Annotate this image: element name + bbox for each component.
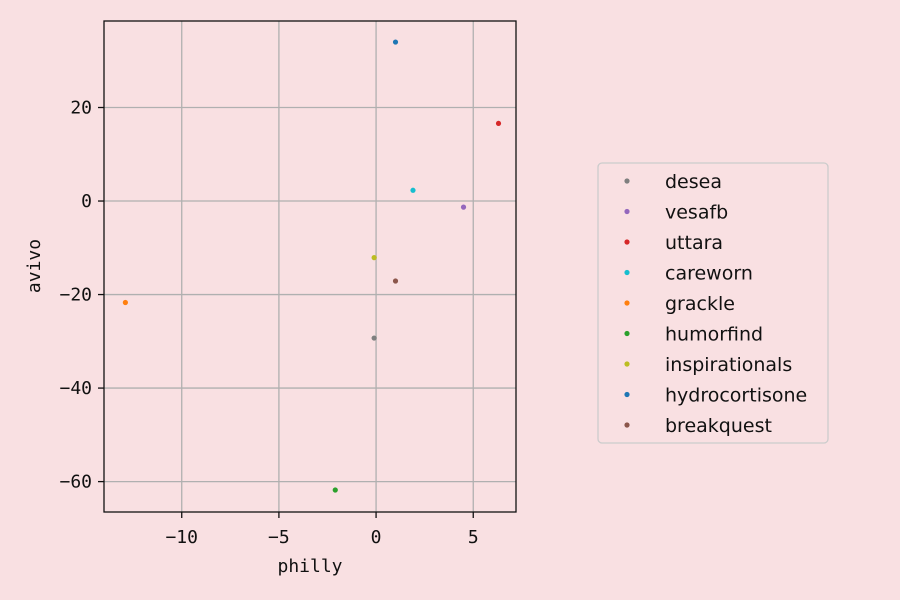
data-point-grackle [122, 299, 128, 306]
data-point-humorfind [332, 487, 338, 493]
legend-marker-uttara [624, 239, 630, 245]
plot-frame [103, 20, 517, 513]
x-tick-label: 5 [468, 527, 479, 548]
data-point-breakquest [392, 278, 399, 284]
data-point-uttara [495, 120, 502, 127]
legend-label-humorfind: humorfind [665, 324, 763, 346]
legend-marker-breakquest [624, 422, 630, 428]
data-point-vesafb [460, 204, 467, 210]
x-axis-label: philly [277, 556, 342, 577]
legend-marker-humorfind [624, 330, 630, 337]
legend-marker-desea [624, 178, 630, 184]
y-tick-label: 0 [81, 191, 92, 212]
legend-label-careworn: careworn [665, 263, 753, 285]
legend-label-grackle: grackle [665, 293, 735, 315]
y-axis-label: avivo [24, 239, 45, 293]
data-point-desea [371, 335, 377, 341]
data-point-inspirationals [371, 255, 377, 261]
legend-box [597, 162, 829, 444]
legend-marker-inspirationals [624, 361, 630, 367]
legend-label-desea: desea [665, 171, 722, 193]
legend: desea vesafb uttara careworn grackle humorfin… [597, 162, 829, 444]
axis-ticks: −10 −5 0 5 20 0 −20 −40 −60 [59, 98, 478, 548]
legend-label-breakquest: breakquest [665, 415, 772, 437]
y-tick-label: −40 [59, 378, 92, 399]
y-tick-label: −60 [59, 472, 92, 493]
grid-lines [104, 21, 516, 512]
data-points [122, 39, 502, 493]
x-tick-label: −5 [268, 527, 290, 548]
legend-marker-vesafb [624, 208, 630, 215]
data-point-hydrocortisone [392, 39, 399, 45]
legend-label-hydrocortisone: hydrocortisone [665, 385, 807, 407]
x-tick-label: −10 [165, 527, 198, 548]
x-tick-label: 0 [371, 527, 382, 548]
legend-marker-hydrocortisone [624, 391, 630, 398]
data-point-careworn [410, 187, 416, 193]
legend-marker-careworn [624, 269, 630, 276]
legend-label-inspirationals: inspirationals [665, 354, 792, 376]
legend-label-uttara: uttara [665, 232, 723, 254]
legend-label-vesafb: vesafb [665, 202, 728, 224]
legend-marker-grackle [624, 300, 630, 306]
y-tick-label: 20 [70, 98, 92, 119]
y-tick-label: −20 [59, 285, 92, 306]
